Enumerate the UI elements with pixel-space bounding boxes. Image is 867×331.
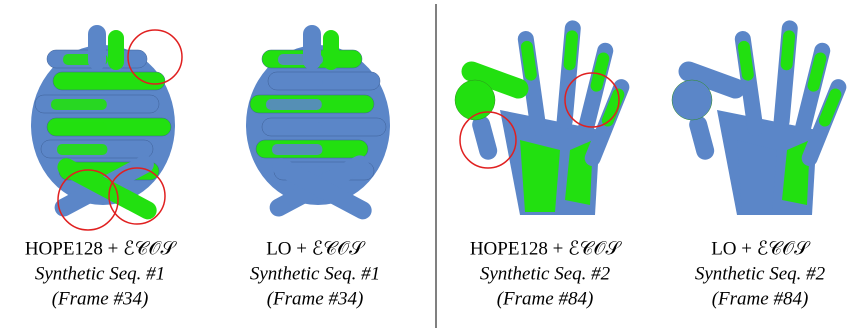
page: Hand reconstruction comparison {"panels"… — [0, 0, 867, 331]
finger — [57, 76, 107, 87]
frame-label: (Frame #34) — [52, 288, 149, 309]
finger — [266, 99, 322, 110]
hand-render — [455, 20, 632, 215]
frame-label: (Frame #84) — [712, 288, 809, 309]
finger-tip — [303, 25, 321, 70]
renders — [31, 20, 849, 230]
index — [470, 114, 499, 162]
finger — [272, 144, 322, 155]
captions: HOPE128 + ℰ𝒞𝒪𝒮 Synthetic Seq. #1 (Frame #3… — [25, 238, 826, 309]
sphere — [672, 80, 712, 120]
body: HOPE128 + ℰ𝒞𝒪𝒮 Synthetic Seq. #1 (Frame #3… — [0, 0, 867, 331]
finger — [272, 76, 322, 87]
method-label: HOPE128 + ℰ𝒞𝒪𝒮 — [25, 238, 178, 259]
hand-render — [31, 25, 175, 223]
hand-render — [672, 20, 849, 215]
finger — [51, 122, 107, 133]
finger-tip — [108, 30, 124, 70]
finger — [57, 144, 107, 155]
sequence-label: Synthetic Seq. #2 — [480, 263, 611, 284]
sequence-label: Synthetic Seq. #1 — [35, 263, 165, 284]
finger — [266, 122, 322, 133]
method-label: LO + ℰ𝒞𝒪𝒮 — [711, 238, 811, 259]
hand-render — [246, 25, 390, 223]
finger-patch — [817, 87, 843, 129]
frame-label: (Frame #84) — [497, 288, 594, 309]
sphere — [455, 80, 495, 120]
finger-tip — [88, 25, 106, 70]
figure: HOPE128 + ℰ𝒞𝒪𝒮 Synthetic Seq. #1 (Frame #3… — [0, 0, 867, 331]
finger-tip — [323, 30, 339, 70]
finger-patch — [600, 87, 626, 129]
frame-label: (Frame #34) — [267, 288, 364, 309]
palm-patch — [737, 140, 777, 212]
palm-patch — [520, 140, 560, 212]
sequence-label: Synthetic Seq. #2 — [695, 263, 826, 284]
index — [687, 114, 716, 162]
method-label: LO + ℰ𝒞𝒪𝒮 — [266, 238, 366, 259]
method-label: HOPE128 + ℰ𝒞𝒪𝒮 — [470, 238, 623, 259]
sequence-label: Synthetic Seq. #1 — [250, 263, 380, 284]
finger — [51, 99, 107, 110]
